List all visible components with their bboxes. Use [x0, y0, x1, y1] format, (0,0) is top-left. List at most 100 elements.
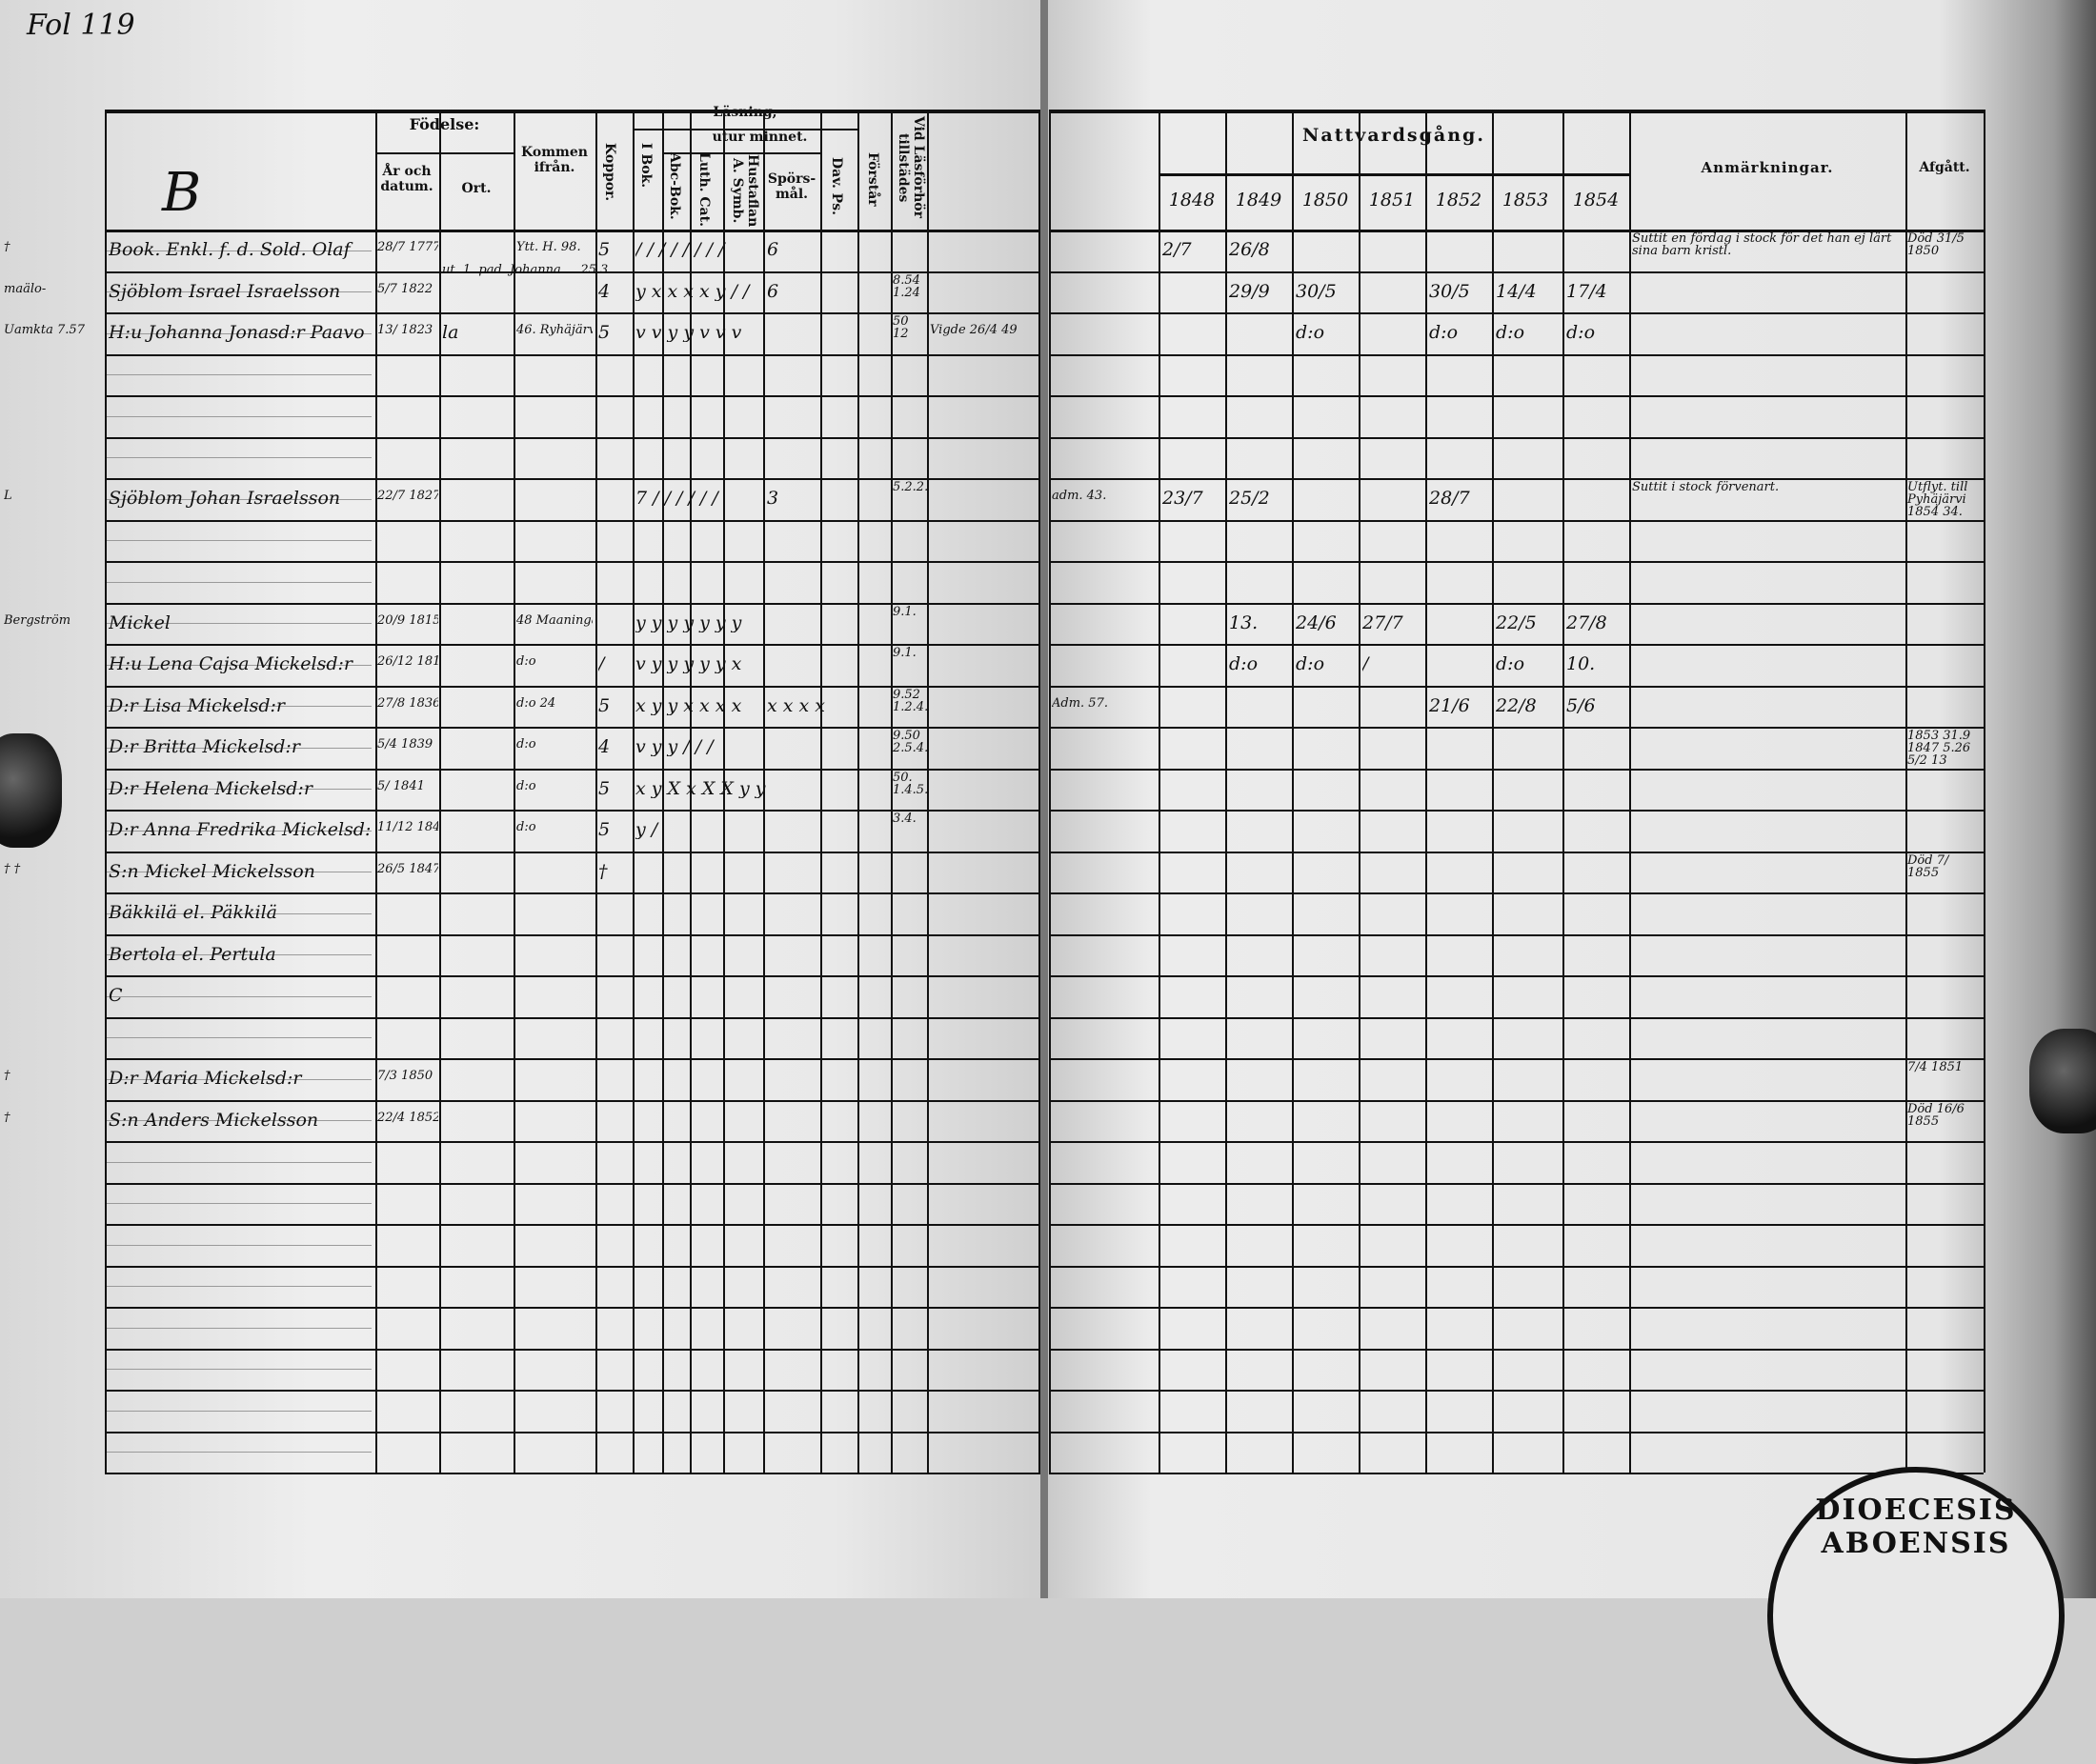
- guide-rule: [105, 332, 372, 334]
- folio-number: Fol 119: [27, 9, 135, 42]
- row-rule: [1049, 1058, 1984, 1060]
- row-rule: [105, 685, 1040, 688]
- row-13-vid: 50. 1.4.5.: [893, 771, 927, 797]
- row-11-y1852: 21/6: [1429, 696, 1470, 715]
- row-6-anm: Suttit i stock förvenart.: [1632, 481, 1780, 494]
- row-rule: [105, 1431, 1040, 1433]
- row-2-margin: Uamkta 7.57: [4, 324, 85, 336]
- row-rule: [1049, 1431, 1984, 1433]
- row-0-koppor: 5: [598, 241, 611, 259]
- row-rule: [105, 1348, 1040, 1351]
- row-rule: [1049, 312, 1984, 314]
- row-18-name: C: [109, 987, 123, 1005]
- row-6-adm: adm. 43.: [1052, 490, 1107, 502]
- row-1-vid: 8.54 1.24: [893, 273, 920, 300]
- header-top-rule: [1049, 110, 1984, 113]
- row-rule: [1049, 1224, 1984, 1226]
- row-rule: [1049, 478, 1984, 480]
- guide-rule: [105, 374, 372, 376]
- guide-rule: [105, 1286, 372, 1288]
- row-rule: [105, 933, 1040, 936]
- row-1-reading: y x x x x y / /: [635, 282, 750, 301]
- row-1-koppor: 4: [598, 282, 611, 301]
- row-rule: [105, 353, 1040, 356]
- right-page: [1046, 0, 2096, 1598]
- row-11-reading: x y y x x x x: [635, 696, 742, 715]
- row-1-name: Sjöblom Israel Israelsson: [109, 282, 341, 301]
- row-2-name: H:u Johanna Jonasd:r Paavo: [109, 324, 365, 342]
- row-9-margin: Bergström: [4, 613, 71, 627]
- row-13-kommen: d:o: [516, 779, 536, 792]
- row-15-afgatt: Död 7/ 1855: [1907, 853, 1949, 880]
- row-14-born: 11/12 1844: [377, 821, 438, 833]
- row-2-kommen: 46. Ryhäjärvi: [516, 324, 593, 336]
- header-fodelse: Födelse:: [409, 115, 480, 133]
- book-spine: [1040, 0, 1048, 1598]
- column-rule: [514, 110, 515, 1473]
- guide-rule: [105, 415, 372, 417]
- column-rule: [1425, 110, 1427, 1473]
- row-rule: [1049, 1099, 1984, 1102]
- row-rule: [1049, 1182, 1984, 1185]
- row-20-name: D:r Maria Mickelsd:r: [109, 1070, 302, 1088]
- column-rule: [927, 110, 929, 1473]
- guide-rule: [105, 1452, 372, 1453]
- row-6-margin: L: [4, 490, 12, 502]
- row-1-y1849: 29/9: [1229, 282, 1270, 301]
- row-13-koppor: 5: [598, 779, 611, 798]
- row-2-born: 13/ 1823: [377, 324, 433, 336]
- row-rule: [105, 561, 1040, 563]
- column-rule: [1905, 110, 1907, 1473]
- row-2-y1853: d:o: [1496, 324, 1525, 342]
- row-rule: [1049, 271, 1984, 273]
- row-14-reading: y /: [635, 821, 658, 839]
- row-rule: [1049, 1390, 1984, 1392]
- row-11-vid: 9.52 1.2.4.: [893, 688, 927, 714]
- column-rule: [763, 110, 765, 1473]
- row-6-born: 22/7 1827: [377, 490, 438, 502]
- row-0-margin: †: [4, 241, 10, 253]
- guide-rule: [105, 1244, 372, 1246]
- minnet-subrule: [662, 152, 820, 154]
- row-rule: [1049, 727, 1984, 729]
- row-rule: [1049, 1473, 1984, 1474]
- row-12-born: 5/4 1839: [377, 738, 433, 751]
- row-2-reading: v v y y v v v: [635, 324, 742, 342]
- guide-rule: [105, 1120, 372, 1122]
- guide-rule: [105, 1161, 372, 1163]
- header-lasning: Läsning,: [713, 105, 777, 120]
- row-12-koppor: 4: [598, 738, 611, 756]
- row-rule: [105, 1058, 1040, 1060]
- row-rule: [1049, 685, 1984, 688]
- row-14-kommen: d:o: [516, 821, 536, 833]
- guide-rule: [105, 1037, 372, 1039]
- guide-rule: [105, 540, 372, 542]
- guide-rule: [105, 498, 372, 500]
- guide-rule: [105, 457, 372, 459]
- row-11-born: 27/8 1836: [377, 696, 438, 710]
- row-9-vid: 9.1.: [893, 605, 917, 619]
- row-21-born: 22/4 1852: [377, 1111, 438, 1124]
- guide-rule: [105, 912, 372, 914]
- row-10-reading: v y y y y y x: [635, 655, 742, 673]
- row-15-margin: † †: [4, 862, 21, 875]
- header-anmarkningar: Anmärkningar.: [1701, 159, 1834, 176]
- row-13-name: D:r Helena Mickelsd:r: [109, 779, 312, 798]
- row-1-y1853: 14/4: [1496, 282, 1537, 301]
- row-rule: [1049, 768, 1984, 771]
- row-6-y1849: 25/2: [1229, 490, 1270, 508]
- column-rule: [439, 110, 441, 1473]
- row-1-y1852: 30/5: [1429, 282, 1470, 301]
- row-rule: [1049, 395, 1984, 397]
- row-rule: [105, 1265, 1040, 1268]
- row-2-vid: 50 12: [893, 315, 909, 341]
- header-year-1849: 1849: [1235, 190, 1282, 210]
- row-0-y1849: 26/8: [1229, 241, 1270, 259]
- row-11-y1854: 5/6: [1566, 696, 1596, 715]
- row-15-born: 26/5 1847: [377, 862, 438, 875]
- column-rule: [820, 110, 822, 1473]
- row-rule: [1049, 561, 1984, 563]
- header-year-1850: 1850: [1301, 190, 1349, 210]
- column-rule: [105, 110, 107, 1473]
- guide-rule: [105, 789, 372, 791]
